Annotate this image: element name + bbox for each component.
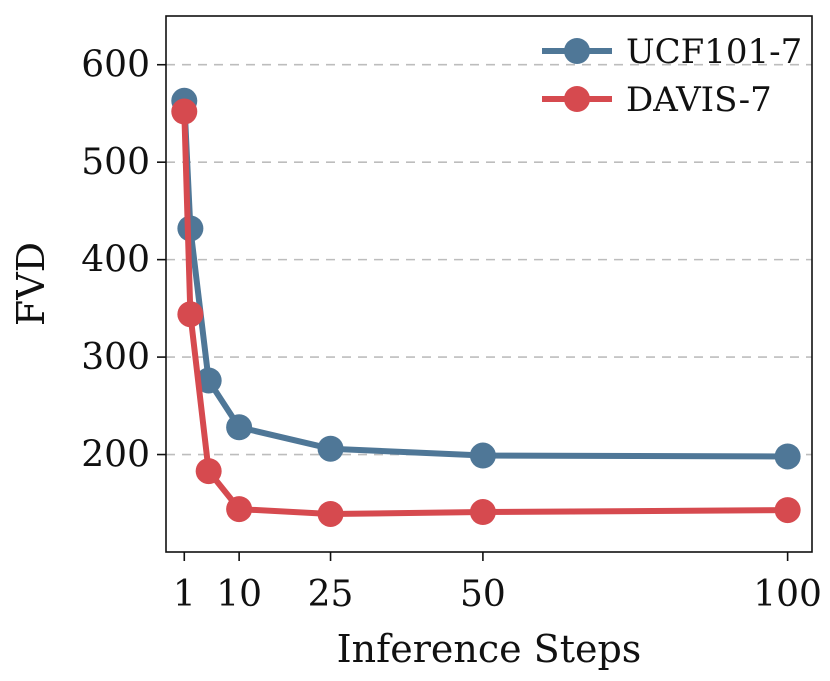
legend-label-davis-7: DAVIS-7 — [626, 80, 772, 120]
data-point-davis-7-4 — [317, 500, 344, 527]
legend-marker-ucf101-7 — [564, 38, 590, 64]
x-axis-label: Inference Steps — [337, 627, 642, 671]
y-tick-label-400: 400 — [81, 240, 150, 281]
legend-label-ucf101-7: UCF101-7 — [626, 32, 802, 72]
legend-item-ucf101-7: UCF101-7 — [542, 32, 802, 72]
x-tick-label-25: 25 — [308, 574, 354, 615]
data-point-davis-7-3 — [226, 496, 253, 523]
axis-ticks: 200 300 400 500 600 1 10 25 50 100 — [81, 45, 822, 615]
legend: UCF101-7 DAVIS-7 — [542, 32, 802, 120]
data-point-davis-7-0 — [171, 98, 198, 125]
data-point-ucf101-7-4 — [317, 435, 344, 462]
series-ucf101-7 — [171, 87, 801, 470]
y-tick-label-200: 200 — [81, 435, 150, 476]
data-point-ucf101-7-2 — [195, 367, 222, 394]
y-tick-label-500: 500 — [81, 142, 150, 183]
data-point-ucf101-7-3 — [226, 414, 253, 441]
legend-item-davis-7: DAVIS-7 — [542, 80, 772, 120]
legend-marker-davis-7 — [564, 86, 590, 112]
data-point-davis-7-2 — [195, 458, 222, 485]
y-tick-label-600: 600 — [81, 45, 150, 86]
data-point-davis-7-6 — [774, 497, 801, 524]
data-point-davis-7-5 — [469, 499, 496, 526]
series-group — [171, 87, 801, 527]
x-tick-label-50: 50 — [460, 574, 506, 615]
y-axis-label: FVD — [9, 242, 53, 326]
x-tick-label-10: 10 — [216, 574, 262, 615]
x-tick-label-100: 100 — [753, 574, 822, 615]
y-tick-label-300: 300 — [81, 337, 150, 378]
plot-frame — [165, 15, 813, 553]
series-davis-7 — [171, 98, 801, 527]
grid-lines — [166, 63, 812, 456]
data-point-ucf101-7-6 — [774, 443, 801, 470]
data-point-davis-7-1 — [177, 301, 204, 328]
x-tick-label-1: 1 — [173, 574, 196, 615]
series-line-ucf101-7 — [181, 97, 791, 460]
data-point-ucf101-7-5 — [469, 442, 496, 469]
